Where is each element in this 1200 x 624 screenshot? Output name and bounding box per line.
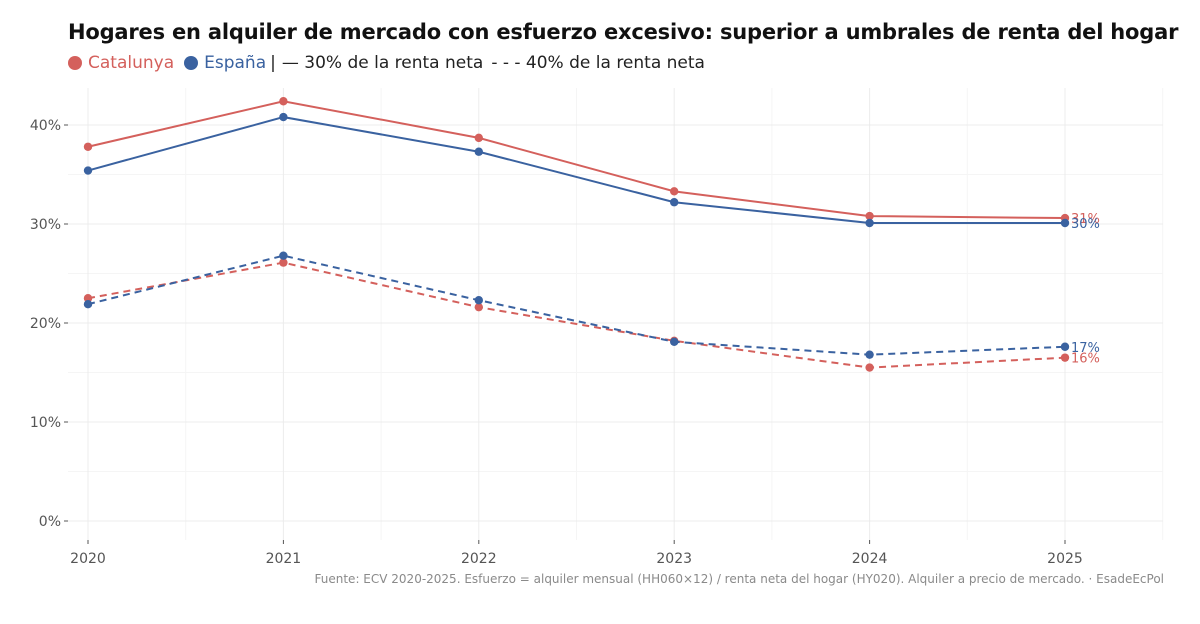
end-value-label: 31% — [1071, 212, 1100, 227]
series-line-españa-30 — [87, 116, 1065, 225]
data-point — [670, 187, 679, 196]
series-line-catalunya-30 — [87, 100, 1066, 220]
data-point — [1060, 342, 1070, 351]
legend: Catalunya España | — 30% de la renta net… — [68, 53, 705, 73]
data-point — [1060, 353, 1070, 362]
legend-label-espana: España — [204, 53, 267, 73]
x-tick-label: 2025 — [1047, 551, 1083, 567]
legend-item-espana: España — [184, 53, 266, 73]
y-tick-label: 30% — [30, 217, 61, 233]
legend-label-catalunya: Catalunya — [88, 53, 175, 73]
x-tick-label: 2021 — [266, 551, 302, 567]
y-tick-label: 40% — [30, 118, 61, 134]
y-tick-label: 10% — [30, 415, 61, 431]
legend-item-catalunya: Catalunya — [68, 53, 174, 73]
data-point — [865, 211, 874, 221]
data-point — [474, 302, 483, 312]
data-point — [83, 166, 93, 175]
data-point — [865, 350, 874, 359]
data-point — [279, 97, 288, 106]
data-point — [83, 294, 93, 303]
legend-line30: — 30% de la renta neta — [281, 53, 484, 73]
data-point — [474, 133, 483, 143]
data-point — [279, 112, 288, 122]
x-tick-label: 2024 — [852, 551, 888, 567]
catalunya-dot-icon — [68, 56, 82, 70]
data-point — [474, 296, 483, 305]
data-point — [474, 147, 483, 156]
data-point — [1060, 218, 1070, 228]
y-tick-label: 20% — [30, 316, 61, 332]
data-point — [279, 251, 288, 260]
legend-separator: | — [270, 53, 276, 73]
espana-dot-icon — [184, 56, 199, 70]
x-tick-label: 2023 — [656, 551, 692, 567]
data-point — [279, 258, 288, 267]
source-note: Fuente: ECV 2020-2025. Esfuerzo = alquil… — [314, 572, 1164, 586]
end-value-label: 30% — [1071, 217, 1100, 232]
chart-title: Hogares en alquiler de mercado con esfue… — [68, 20, 1179, 44]
data-point — [865, 218, 874, 228]
data-point — [670, 337, 679, 347]
series-line-españa-40 — [87, 254, 1066, 356]
legend-line40: - - - 40% de la renta neta — [491, 53, 705, 73]
data-point — [865, 363, 874, 372]
data-point — [83, 299, 93, 309]
end-value-label: 16% — [1071, 352, 1100, 367]
x-tick-label: 2020 — [70, 551, 106, 567]
data-point — [83, 142, 93, 151]
x-tick-label: 2022 — [461, 551, 497, 567]
data-point — [670, 198, 679, 207]
series-line-catalunya-40 — [87, 261, 1066, 369]
y-tick-label: 0% — [39, 514, 61, 530]
end-value-label: 17% — [1071, 341, 1100, 356]
